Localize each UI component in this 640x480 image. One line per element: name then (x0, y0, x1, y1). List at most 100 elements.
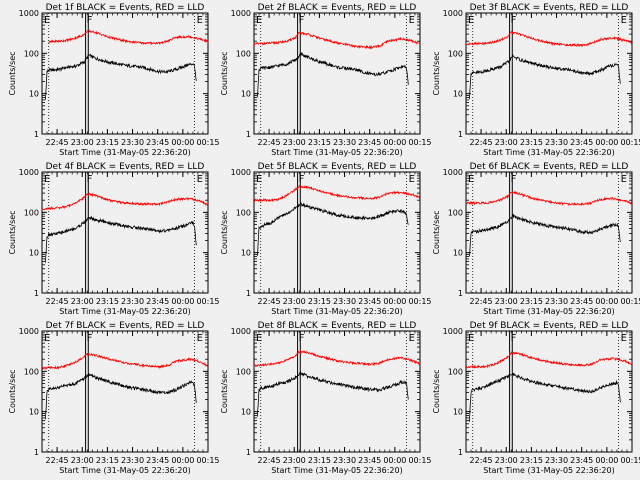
x-axis-label: Start Time (31-May-05 22:36:20) (483, 148, 614, 157)
lld-series-line (253, 185, 421, 203)
events-series-line (257, 51, 409, 98)
y-tick-label: 100 (448, 367, 463, 376)
x-tick-label: 23:30 (121, 138, 144, 147)
lld-series-line (253, 31, 421, 50)
x-tick-label: 23:45 (358, 297, 381, 306)
plot-frame (41, 171, 209, 294)
events-series-line (469, 372, 621, 422)
x-tick-label: 23:15 (520, 138, 543, 147)
x-tick-label: 23:00 (283, 456, 306, 465)
x-tick-label: 23:15 (520, 456, 543, 465)
panel-title: Det 4f BLACK = Events, RED = LLD (46, 162, 205, 172)
x-tick-label: 22:45 (470, 456, 493, 465)
marker-label-F: F (87, 174, 93, 185)
y-tick-label: 100 (24, 367, 39, 376)
lld-series-line (465, 350, 633, 369)
events-series-line (257, 371, 409, 417)
y-tick-label: 1 (246, 130, 251, 139)
plot-frame (253, 171, 421, 294)
y-tick-label: 1000 (231, 168, 251, 177)
marker-label-F: F (511, 15, 517, 26)
y-tick-label: 1000 (443, 168, 463, 177)
panel-title: Det 8f BLACK = Events, RED = LLD (258, 321, 417, 331)
y-tick-label: 10 (29, 408, 39, 417)
y-tick-label: 1000 (443, 9, 463, 18)
x-tick-label: 23:15 (308, 297, 331, 306)
x-tick-label: 23:45 (570, 456, 593, 465)
x-tick-label: 00:00 (595, 456, 618, 465)
y-tick-label: 10 (241, 408, 251, 417)
x-tick-label: 23:15 (96, 297, 119, 306)
lld-series-line (465, 190, 633, 207)
x-tick-label: 23:45 (146, 456, 169, 465)
x-tick-label: 00:00 (595, 138, 618, 147)
x-axis-label: Start Time (31-May-05 22:36:20) (271, 148, 402, 157)
plot-frame (465, 330, 633, 453)
y-tick-label: 100 (24, 49, 39, 58)
events-series-line (45, 215, 197, 263)
x-tick-label: 23:15 (96, 138, 119, 147)
x-tick-label: 23:00 (71, 456, 94, 465)
y-tick-label: 10 (241, 90, 251, 99)
y-tick-label: 1000 (19, 327, 39, 336)
x-tick-label: 23:30 (121, 297, 144, 306)
x-axis-label: Start Time (31-May-05 22:36:20) (59, 307, 190, 316)
marker-label-E-end: E (197, 333, 203, 344)
marker-label-E-start: E (256, 15, 262, 26)
lld-series-line (465, 30, 633, 48)
plot-frame (465, 12, 633, 135)
y-tick-label: 100 (236, 208, 251, 217)
events-series-line (257, 201, 409, 256)
marker-label-F: F (299, 174, 305, 185)
x-axis-label: Start Time (31-May-05 22:36:20) (483, 466, 614, 475)
marker-label-E-end: E (197, 174, 203, 185)
lld-series-line (48, 29, 209, 46)
plot-frame (41, 330, 209, 453)
y-tick-label: 100 (448, 49, 463, 58)
x-tick-label: 00:00 (171, 456, 194, 465)
x-tick-label: 00:00 (171, 297, 194, 306)
lld-series-line (254, 349, 421, 368)
y-tick-label: 1 (246, 448, 251, 457)
marker-label-E-end: E (621, 174, 627, 185)
plot-frame (465, 171, 633, 294)
x-tick-label: 00:00 (383, 138, 406, 147)
detector-panel-8: Det 8f BLACK = Events, RED = LLD 1 10 100 10… (220, 321, 432, 475)
y-tick-label: 10 (453, 408, 463, 417)
x-tick-label: 00:00 (595, 297, 618, 306)
x-tick-label: 22:45 (258, 456, 281, 465)
lld-series-line (42, 352, 209, 371)
y-tick-label: 1000 (19, 9, 39, 18)
x-tick-label: 00:00 (383, 456, 406, 465)
y-axis-label: Counts/sec (432, 210, 441, 254)
events-series-line (469, 54, 621, 100)
y-tick-label: 100 (448, 208, 463, 217)
y-tick-label: 1 (34, 130, 39, 139)
x-tick-label: 23:30 (333, 297, 356, 306)
panel-title: Det 5f BLACK = Events, RED = LLD (258, 162, 417, 172)
x-tick-label: 22:45 (258, 138, 281, 147)
panel-title: Det 3f BLACK = Events, RED = LLD (470, 3, 629, 13)
x-tick-label: 22:45 (46, 456, 69, 465)
panel-title: Det 1f BLACK = Events, RED = LLD (46, 3, 205, 13)
x-tick-label: 00:15 (408, 456, 431, 465)
x-tick-label: 23:30 (545, 456, 568, 465)
x-tick-label: 23:30 (333, 138, 356, 147)
x-tick-label: 00:15 (196, 138, 219, 147)
y-axis-label: Counts/sec (8, 210, 17, 254)
x-tick-label: 00:15 (620, 138, 640, 147)
lld-series-line (41, 192, 209, 211)
x-tick-label: 00:15 (620, 297, 640, 306)
marker-label-E-start: E (256, 174, 262, 185)
detector-panel-5: Det 5f BLACK = Events, RED = LLD 1 10 100 10… (220, 162, 432, 316)
x-tick-label: 22:45 (470, 297, 493, 306)
events-series-line (45, 372, 197, 420)
x-tick-label: 00:00 (383, 297, 406, 306)
x-tick-label: 00:15 (196, 297, 219, 306)
y-tick-label: 100 (24, 208, 39, 217)
x-tick-label: 23:45 (358, 456, 381, 465)
x-tick-label: 00:15 (196, 456, 219, 465)
x-tick-label: 23:45 (146, 138, 169, 147)
marker-label-F: F (299, 15, 305, 26)
y-axis-label: Counts/sec (220, 210, 229, 254)
